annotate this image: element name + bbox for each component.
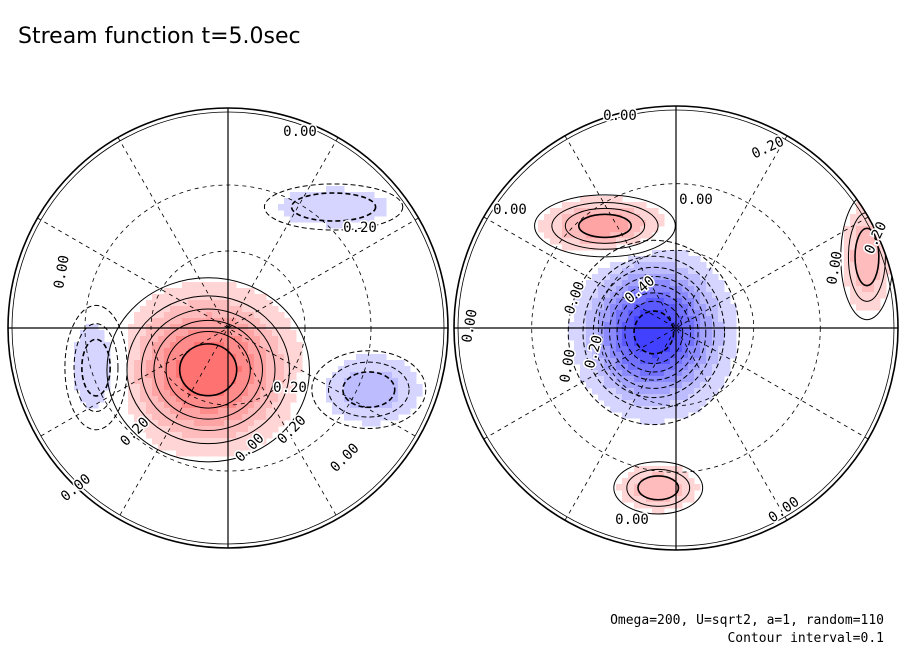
- hemisphere-limb: [11, 111, 445, 545]
- contour-line: [73, 323, 119, 413]
- meridian-line: [483, 216, 869, 440]
- contour-line: [106, 277, 310, 463]
- hemisphere-limb: [457, 109, 895, 547]
- contour-line: [626, 468, 691, 507]
- contour-line: [178, 343, 238, 397]
- hemisphere-boundary: [7, 107, 449, 549]
- contour-line: [64, 304, 128, 431]
- contour-line: [854, 227, 880, 287]
- contour-line: [592, 266, 715, 399]
- contour-line: [551, 202, 659, 250]
- contour-label: 0.20: [273, 380, 307, 396]
- contour-label: 0.00: [679, 192, 713, 208]
- meridian-line: [564, 135, 788, 521]
- contour-line: [637, 475, 680, 501]
- contour-line: [582, 255, 726, 410]
- meridian-line: [483, 216, 869, 440]
- contour-interval-note: Contour interval=0.1: [727, 631, 884, 646]
- contour-label: 0.00: [824, 250, 846, 286]
- left-hemisphere: 0.000.000.200.200.000.200.200.000.00: [7, 107, 449, 549]
- contour-line: [609, 284, 699, 381]
- chart-title: Stream function t=5.0sec: [18, 24, 301, 49]
- contour-line: [616, 292, 692, 373]
- meridian-line: [564, 135, 788, 521]
- contour-line: [153, 319, 264, 420]
- contour-label: 0.00: [493, 202, 527, 218]
- hemisphere-boundary: [453, 105, 899, 551]
- contour-line: [567, 239, 740, 426]
- contour-line: [311, 350, 427, 429]
- contour-label: 0.00: [283, 124, 317, 140]
- contour-line: [534, 194, 676, 258]
- contour-line: [81, 338, 111, 397]
- right-hemisphere: 0.000.200.000.000.400.200.000.200.000.00…: [453, 105, 899, 551]
- contour-line: [290, 192, 377, 222]
- contour-line: [342, 371, 396, 409]
- contour-line: [577, 213, 632, 239]
- contour-label: 0.20: [343, 220, 377, 236]
- contour-line: [624, 300, 684, 365]
- contour-line: [564, 207, 646, 244]
- contour-line: [165, 331, 251, 409]
- contour-label: 0.00: [615, 512, 649, 528]
- parameters-note: Omega=200, U=sqrt2, a=1, random=110: [610, 613, 884, 628]
- contour-line: [140, 308, 276, 432]
- contour-line: [328, 361, 410, 418]
- contour-line: [613, 461, 704, 515]
- contour-label: 0.00: [603, 108, 637, 124]
- contour-line: [601, 275, 707, 389]
- contour-line: [263, 183, 404, 231]
